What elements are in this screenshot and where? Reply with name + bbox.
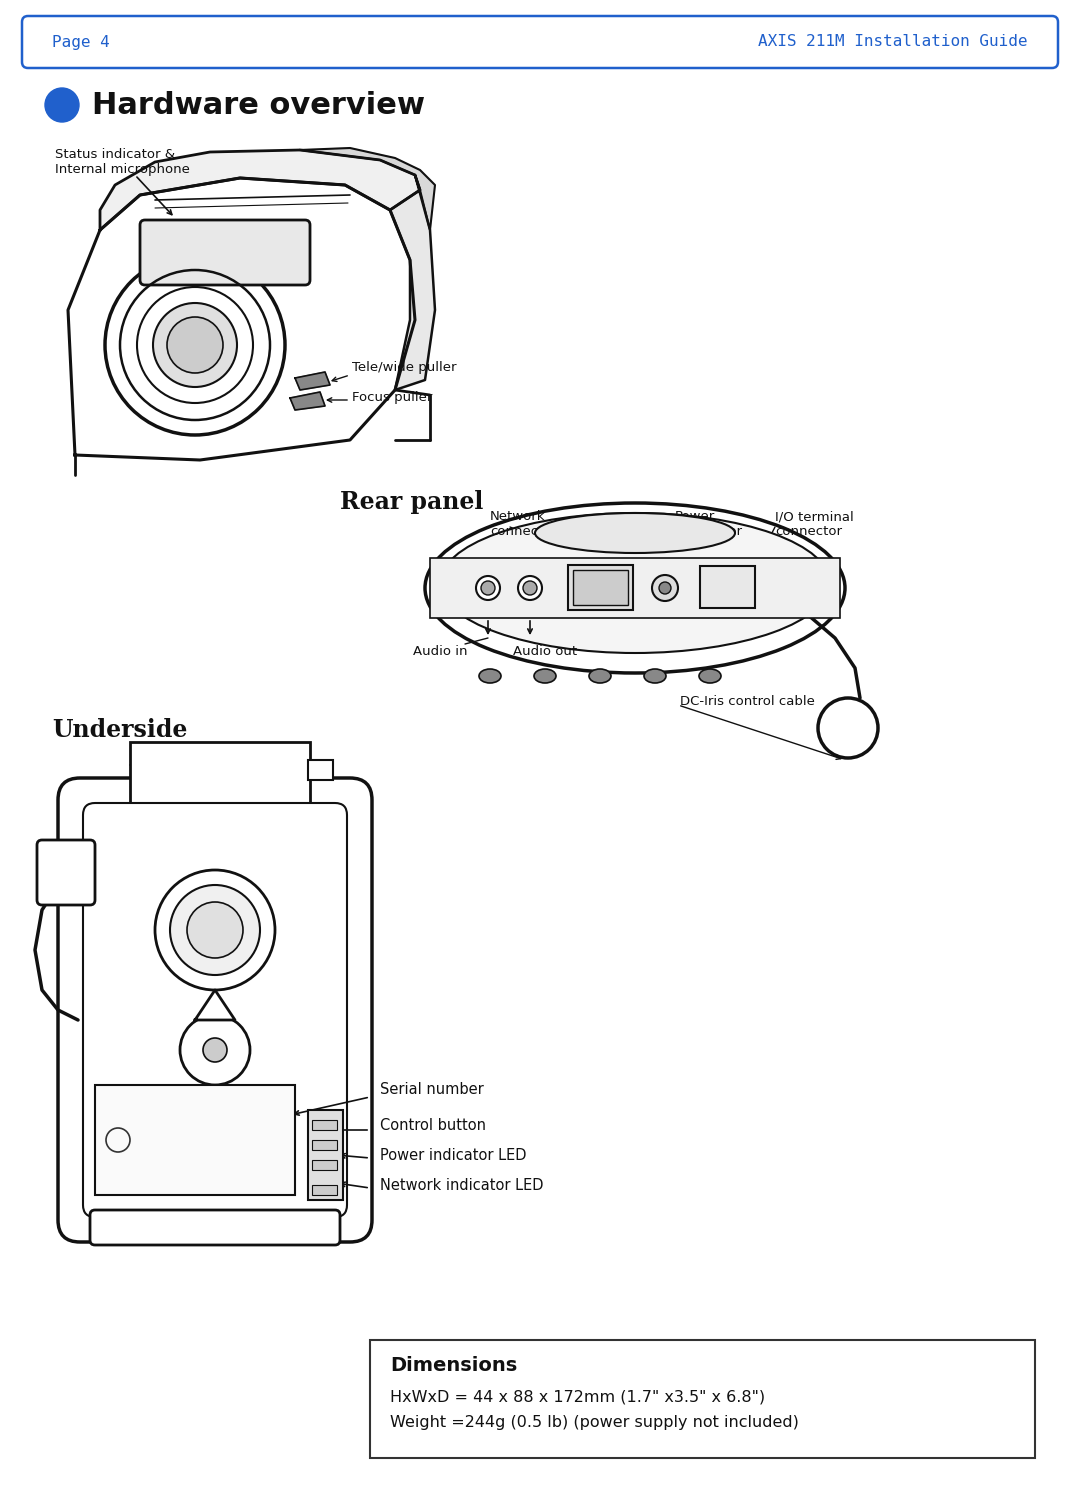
Bar xyxy=(312,1185,337,1194)
Text: Power indicator LED: Power indicator LED xyxy=(380,1148,527,1163)
Text: Focus puller: Focus puller xyxy=(352,392,432,405)
Text: Hardware overview: Hardware overview xyxy=(92,91,426,119)
Text: Internal microphone: Internal microphone xyxy=(55,163,190,175)
Ellipse shape xyxy=(699,668,721,683)
Polygon shape xyxy=(295,372,330,390)
Circle shape xyxy=(203,1039,227,1061)
Bar xyxy=(430,558,840,618)
Ellipse shape xyxy=(480,668,501,683)
Text: Underside: Underside xyxy=(52,718,187,742)
FancyBboxPatch shape xyxy=(140,221,310,284)
Circle shape xyxy=(481,581,495,596)
Text: I/O terminal
connector: I/O terminal connector xyxy=(775,510,854,538)
Circle shape xyxy=(105,256,285,435)
Circle shape xyxy=(167,318,222,373)
Text: Weight =244g (0.5 lb) (power supply not included): Weight =244g (0.5 lb) (power supply not … xyxy=(390,1415,799,1430)
Polygon shape xyxy=(300,148,435,230)
Bar xyxy=(312,1140,337,1151)
FancyBboxPatch shape xyxy=(370,1340,1035,1458)
Bar xyxy=(312,1120,337,1129)
Ellipse shape xyxy=(589,668,611,683)
Text: This device complies with Part 15 of the FCC Rules.: This device complies with Part 15 of the… xyxy=(100,1101,225,1105)
Text: Audio in: Audio in xyxy=(413,646,468,658)
Circle shape xyxy=(45,88,79,122)
Bar xyxy=(568,565,633,609)
Text: Serial number: Serial number xyxy=(380,1083,484,1098)
Text: Status indicator &: Status indicator & xyxy=(55,148,175,160)
Polygon shape xyxy=(291,392,325,410)
Bar xyxy=(312,1160,337,1170)
Circle shape xyxy=(170,885,260,975)
Bar xyxy=(573,570,627,605)
Text: P/N: 0191-001-01   S/N: 00ABCSA0A0A: P/N: 0191-001-01 S/N: 00ABCSA0A0A xyxy=(100,1090,220,1095)
Bar xyxy=(700,565,755,608)
Text: Power
connector: Power connector xyxy=(675,510,742,538)
Bar xyxy=(130,742,310,812)
Text: Network indicator LED: Network indicator LED xyxy=(380,1178,543,1193)
Text: Audio out: Audio out xyxy=(513,646,577,658)
Circle shape xyxy=(187,903,243,959)
Text: Page 4: Page 4 xyxy=(52,35,110,50)
Text: HxWxD = 44 x 88 x 172mm (1.7" x3.5" x 6.8"): HxWxD = 44 x 88 x 172mm (1.7" x3.5" x 6.… xyxy=(390,1390,765,1405)
Polygon shape xyxy=(100,150,420,230)
Ellipse shape xyxy=(440,513,831,653)
Circle shape xyxy=(156,869,275,990)
Text: Network
connector: Network connector xyxy=(490,510,557,538)
Polygon shape xyxy=(195,990,235,1021)
FancyBboxPatch shape xyxy=(37,841,95,906)
FancyBboxPatch shape xyxy=(58,779,372,1241)
Ellipse shape xyxy=(534,668,556,683)
Text: AXIS 211M Installation Guide: AXIS 211M Installation Guide xyxy=(758,35,1028,50)
Circle shape xyxy=(180,1015,249,1086)
Ellipse shape xyxy=(644,668,666,683)
Bar xyxy=(308,761,333,780)
Ellipse shape xyxy=(426,503,845,673)
Text: Rear panel: Rear panel xyxy=(340,490,484,514)
Bar xyxy=(95,1086,295,1194)
Text: Made in EC SWEDEN: Made in EC SWEDEN xyxy=(162,1179,218,1185)
Circle shape xyxy=(476,576,500,600)
Circle shape xyxy=(523,581,537,596)
Bar xyxy=(308,1110,343,1201)
Circle shape xyxy=(652,575,678,600)
Circle shape xyxy=(518,576,542,600)
FancyBboxPatch shape xyxy=(90,1210,340,1244)
FancyBboxPatch shape xyxy=(22,17,1058,68)
Text: DC-Iris control cable: DC-Iris control cable xyxy=(680,696,815,708)
Text: CE: CE xyxy=(109,1136,121,1145)
Text: Operation is subject to the following two conditions:: Operation is subject to the following tw… xyxy=(100,1108,228,1113)
FancyBboxPatch shape xyxy=(83,803,347,1217)
Text: Dimensions: Dimensions xyxy=(390,1356,517,1374)
Text: Control button: Control button xyxy=(380,1117,486,1132)
Text: 2: 2 xyxy=(56,95,68,113)
Text: NETWORK    POWER: NETWORK POWER xyxy=(105,1167,167,1173)
Polygon shape xyxy=(390,175,435,390)
Polygon shape xyxy=(68,178,415,460)
Text: Tele/wide puller: Tele/wide puller xyxy=(352,361,457,375)
Circle shape xyxy=(659,582,671,594)
Ellipse shape xyxy=(535,513,735,553)
Circle shape xyxy=(153,302,237,387)
